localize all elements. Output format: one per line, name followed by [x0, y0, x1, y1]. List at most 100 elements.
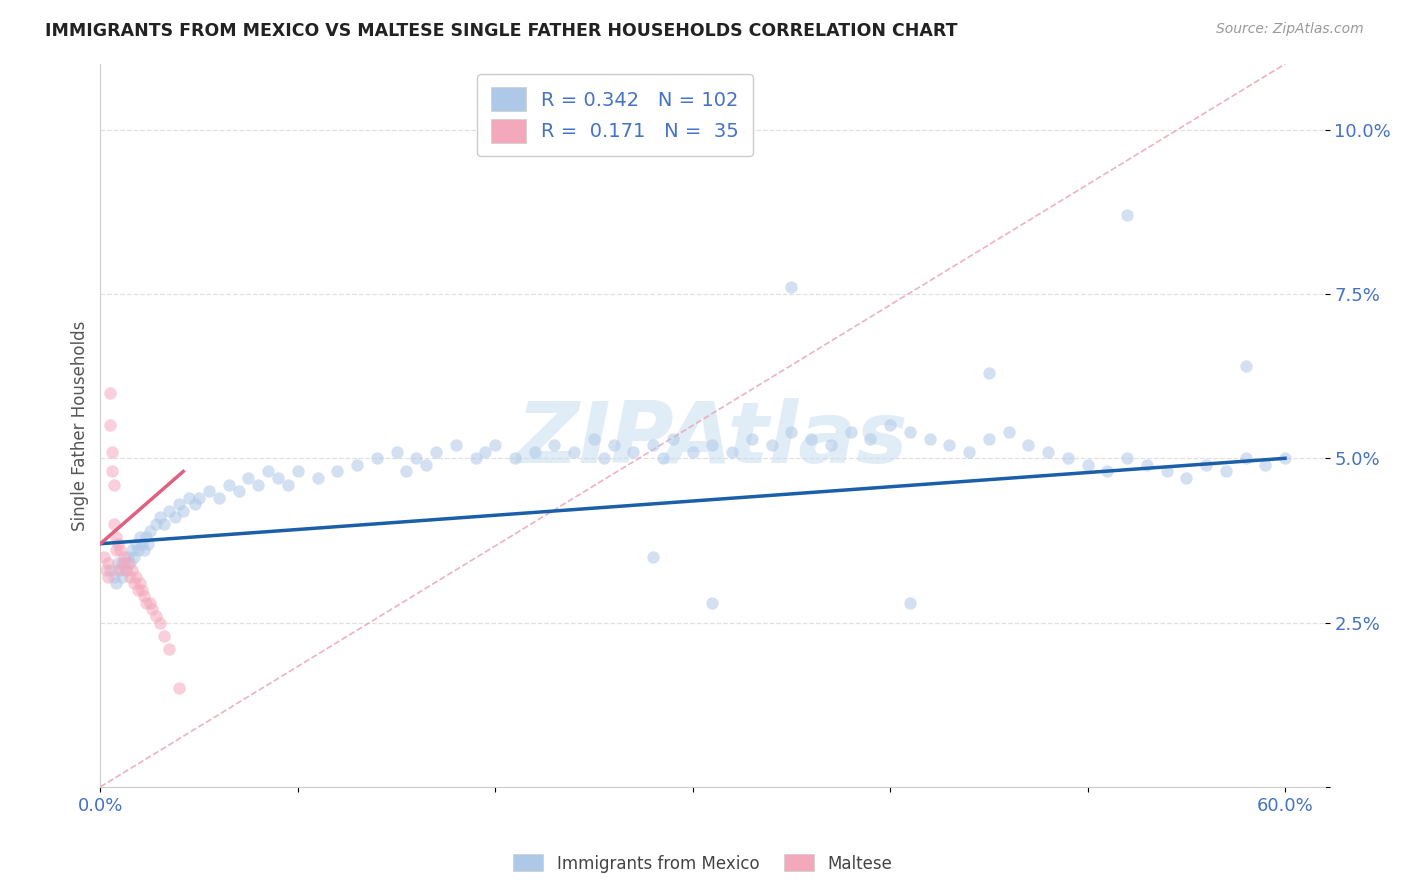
- Point: [103, 477, 125, 491]
- Point: [98, 385, 121, 400]
- Point: [145, 516, 167, 531]
- Point: [118, 569, 141, 583]
- Point: [112, 549, 135, 564]
- Point: [238, 471, 260, 485]
- Point: [96, 563, 118, 577]
- Point: [366, 451, 388, 466]
- Point: [702, 438, 724, 452]
- Point: [543, 438, 565, 452]
- Point: [122, 576, 145, 591]
- Point: [277, 477, 299, 491]
- Point: [121, 543, 143, 558]
- Point: [159, 504, 181, 518]
- Point: [122, 549, 145, 564]
- Point: [1156, 465, 1178, 479]
- Point: [97, 569, 120, 583]
- Point: [879, 418, 901, 433]
- Point: [405, 451, 427, 466]
- Point: [1116, 208, 1139, 222]
- Point: [115, 563, 138, 577]
- Point: [136, 537, 159, 551]
- Point: [702, 596, 724, 610]
- Point: [918, 432, 941, 446]
- Point: [898, 425, 921, 439]
- Point: [98, 563, 121, 577]
- Point: [132, 589, 155, 603]
- Point: [117, 549, 139, 564]
- Point: [977, 432, 1000, 446]
- Point: [1116, 451, 1139, 466]
- Point: [1175, 471, 1198, 485]
- Point: [131, 537, 153, 551]
- Point: [326, 465, 349, 479]
- Legend: Immigrants from Mexico, Maltese: Immigrants from Mexico, Maltese: [506, 847, 900, 880]
- Point: [103, 569, 125, 583]
- Point: [464, 451, 486, 466]
- Point: [172, 504, 194, 518]
- Point: [898, 596, 921, 610]
- Point: [267, 471, 290, 485]
- Point: [188, 491, 211, 505]
- Point: [800, 432, 823, 446]
- Point: [682, 444, 704, 458]
- Point: [138, 524, 160, 538]
- Point: [247, 477, 270, 491]
- Y-axis label: Single Father Households: Single Father Households: [72, 320, 89, 531]
- Point: [117, 557, 139, 571]
- Point: [111, 557, 134, 571]
- Point: [218, 477, 240, 491]
- Point: [152, 516, 174, 531]
- Point: [652, 451, 675, 466]
- Point: [1056, 451, 1078, 466]
- Point: [444, 438, 467, 452]
- Point: [101, 444, 124, 458]
- Point: [780, 280, 803, 294]
- Point: [820, 438, 842, 452]
- Point: [208, 491, 231, 505]
- Point: [1215, 465, 1237, 479]
- Point: [165, 510, 187, 524]
- Point: [132, 543, 155, 558]
- Point: [977, 366, 1000, 380]
- Text: IMMIGRANTS FROM MEXICO VS MALTESE SINGLE FATHER HOUSEHOLDS CORRELATION CHART: IMMIGRANTS FROM MEXICO VS MALTESE SINGLE…: [45, 22, 957, 40]
- Point: [761, 438, 783, 452]
- Point: [562, 444, 585, 458]
- Point: [169, 497, 191, 511]
- Text: ZIPAtlas: ZIPAtlas: [516, 399, 908, 482]
- Point: [484, 438, 506, 452]
- Point: [103, 516, 125, 531]
- Point: [1017, 438, 1039, 452]
- Point: [145, 609, 167, 624]
- Point: [395, 465, 418, 479]
- Point: [474, 444, 496, 458]
- Point: [149, 510, 172, 524]
- Point: [149, 615, 172, 630]
- Point: [623, 444, 645, 458]
- Point: [287, 465, 309, 479]
- Point: [602, 438, 624, 452]
- Point: [184, 497, 207, 511]
- Point: [859, 432, 882, 446]
- Point: [643, 438, 665, 452]
- Point: [1136, 458, 1159, 472]
- Point: [98, 418, 121, 433]
- Point: [108, 563, 131, 577]
- Point: [938, 438, 960, 452]
- Point: [107, 537, 129, 551]
- Point: [111, 569, 134, 583]
- Point: [839, 425, 862, 439]
- Point: [105, 543, 128, 558]
- Point: [108, 543, 131, 558]
- Point: [957, 444, 980, 458]
- Point: [138, 596, 160, 610]
- Point: [152, 629, 174, 643]
- Point: [159, 641, 181, 656]
- Point: [1254, 458, 1277, 472]
- Point: [721, 444, 744, 458]
- Point: [121, 563, 143, 577]
- Point: [131, 582, 153, 597]
- Point: [592, 451, 614, 466]
- Point: [169, 681, 191, 696]
- Text: Source: ZipAtlas.com: Source: ZipAtlas.com: [1216, 22, 1364, 37]
- Point: [228, 484, 250, 499]
